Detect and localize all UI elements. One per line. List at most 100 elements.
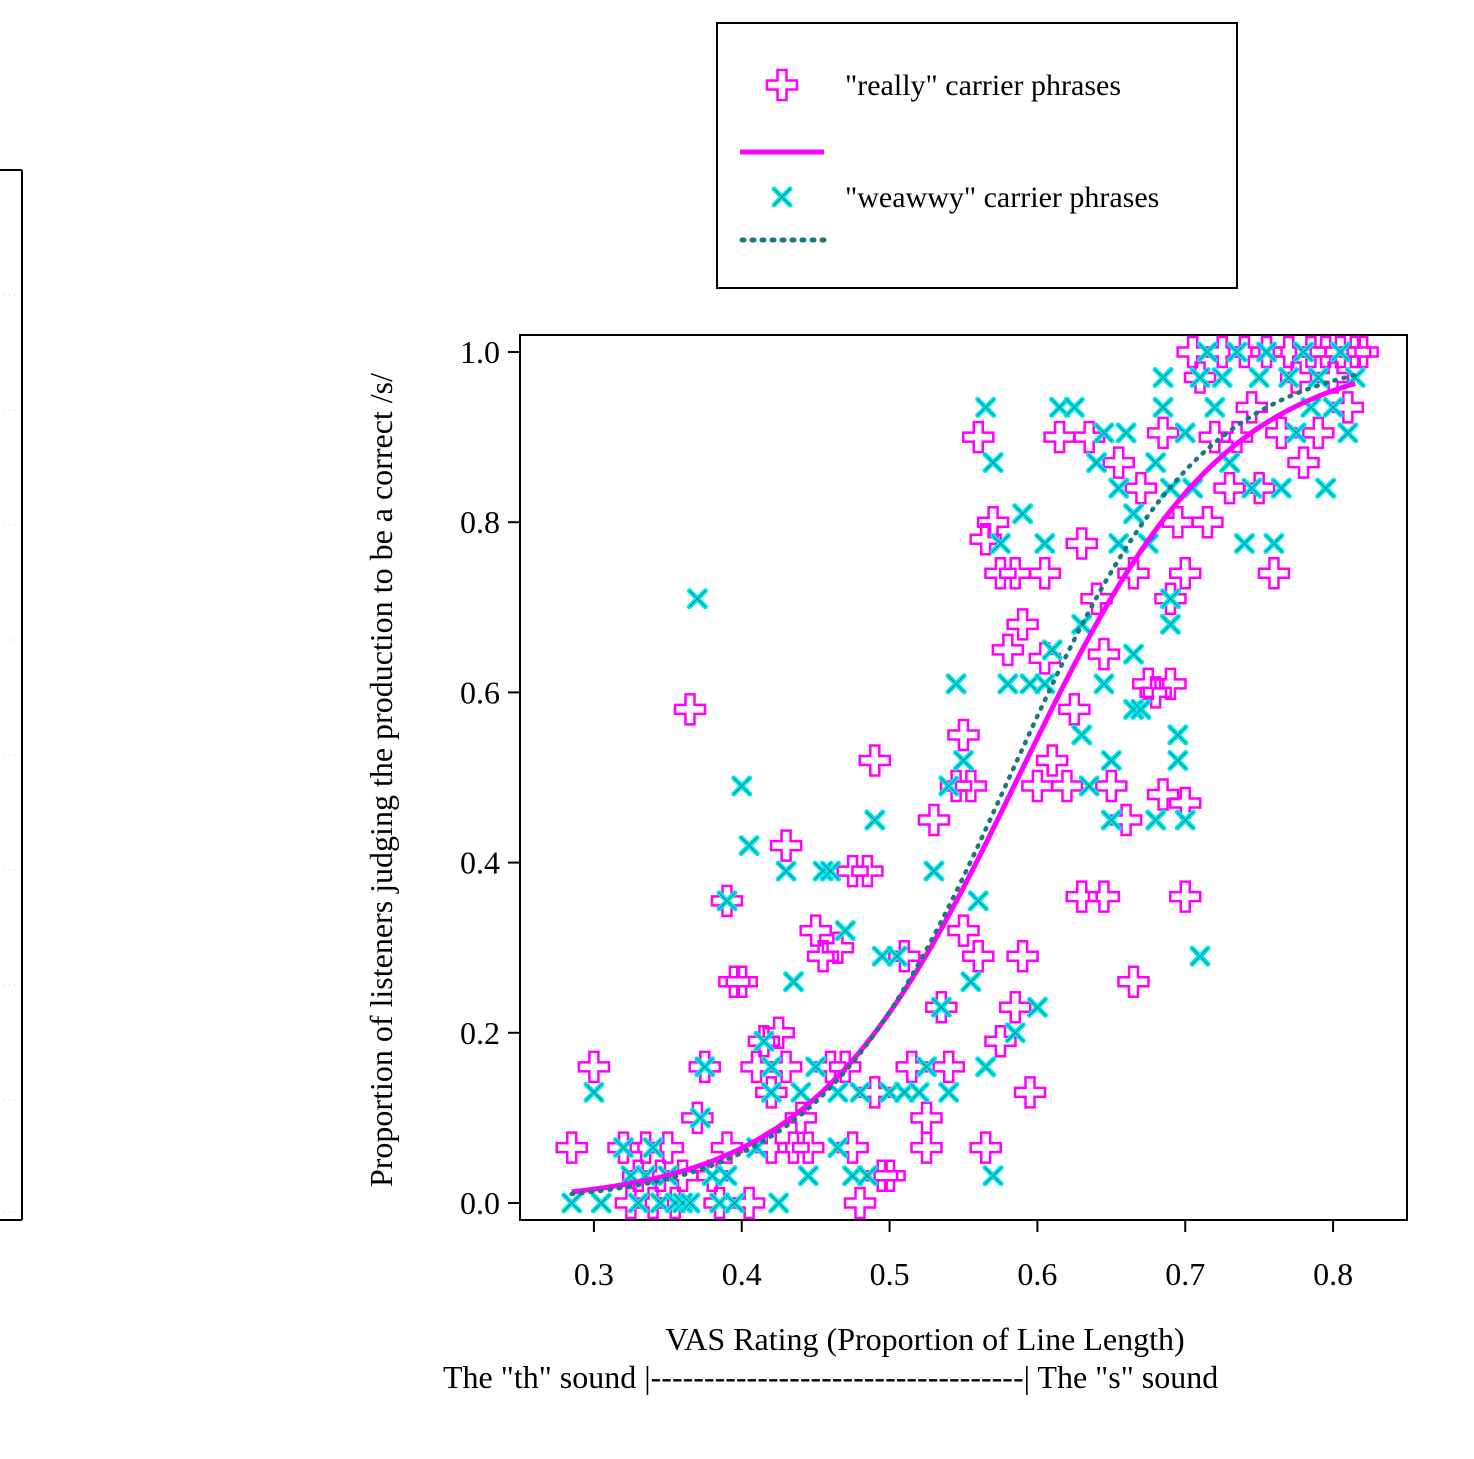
- x-marker-outline: [1235, 534, 1253, 552]
- x-marker-outline: [829, 1139, 847, 1157]
- x-marker-outline: [1095, 424, 1113, 442]
- data-point-weawwy: [1063, 396, 1085, 418]
- x-marker-outline: [888, 947, 906, 965]
- x-tick-label: 0.4: [722, 1256, 762, 1292]
- data-point-really: [962, 939, 995, 973]
- data-point-weawwy: [1167, 724, 1189, 746]
- x-marker-outline: [1065, 398, 1083, 416]
- data-point-really: [969, 1131, 1002, 1164]
- data-point-weawwy: [1263, 532, 1285, 554]
- x-marker-outline: [1095, 675, 1113, 693]
- y-axis-label: Proportion of listeners judging the prod…: [363, 373, 399, 1187]
- x-marker-outline: [1110, 534, 1128, 552]
- x-tick-label: 0.6: [1017, 1256, 1057, 1292]
- y-tick-label: 0.2: [460, 1015, 500, 1051]
- data-point-really: [1346, 335, 1379, 369]
- x-marker-outline: [696, 1058, 714, 1076]
- data-point-really: [858, 1076, 892, 1109]
- data-point-really: [1028, 557, 1062, 590]
- data-point-weawwy: [864, 809, 886, 831]
- x-marker-outline: [592, 1194, 610, 1212]
- x-marker-outline: [1125, 505, 1143, 523]
- data-point-weawwy: [1004, 1022, 1026, 1044]
- x-tick-label: 0.5: [870, 1256, 910, 1292]
- x-marker-outline: [940, 777, 958, 795]
- data-point-weawwy: [1204, 396, 1226, 418]
- data-point-really: [917, 803, 951, 837]
- x-marker-outline: [977, 1058, 995, 1076]
- x-marker-outline: [1161, 590, 1179, 608]
- data-point-weawwy: [1041, 639, 1063, 661]
- data-point-really: [1072, 420, 1106, 454]
- x-marker-outline: [1198, 343, 1216, 361]
- data-point-really: [1021, 769, 1054, 803]
- data-point-weawwy: [1233, 532, 1255, 554]
- x-marker-outline: [1176, 424, 1194, 442]
- data-point-weawwy: [694, 1056, 716, 1078]
- data-point-really: [1006, 939, 1039, 973]
- data-point-weawwy: [997, 673, 1019, 695]
- data-point-really: [1220, 420, 1254, 454]
- y-tick-label: 1.0: [460, 334, 500, 370]
- data-point-really: [991, 633, 1025, 667]
- data-point-weawwy: [649, 1192, 671, 1214]
- x-marker-outline: [1272, 479, 1290, 497]
- x-tick-label: 0.7: [1165, 1256, 1205, 1292]
- data-point-weawwy: [1270, 477, 1292, 499]
- x-marker-outline: [740, 837, 758, 855]
- data-point-really: [710, 1131, 744, 1164]
- data-point-weawwy: [1130, 698, 1152, 720]
- data-point-really: [577, 1050, 611, 1084]
- x-marker-outline: [1080, 777, 1098, 795]
- x-marker-outline: [1110, 479, 1128, 497]
- neighbor-panel-fragment: [0, 169, 23, 1221]
- data-point-weawwy: [975, 1056, 997, 1078]
- data-point-really: [1331, 391, 1365, 424]
- x-marker-outline: [691, 1109, 709, 1127]
- data-point-weawwy: [642, 1137, 664, 1159]
- fit-line-really: [571, 381, 1356, 1195]
- x-marker-outline: [955, 751, 972, 769]
- x-marker-outline: [1191, 947, 1209, 965]
- data-point-weawwy: [842, 1165, 864, 1187]
- data-point-weawwy: [930, 996, 952, 1018]
- y-axis: 0.0 0.2 0.4 0.6 0.8 1.0: [460, 334, 520, 1221]
- data-point-weawwy: [1026, 996, 1048, 1018]
- y-tick-label: 0.4: [460, 845, 500, 881]
- x-marker-outline: [807, 1058, 825, 1076]
- data-point-really: [873, 1159, 906, 1192]
- data-point-weawwy: [1100, 749, 1122, 771]
- x-marker-outline: [681, 1194, 699, 1212]
- data-point-weawwy: [849, 1081, 871, 1103]
- data-point-weawwy: [1322, 396, 1344, 418]
- data-point-really: [1213, 471, 1246, 505]
- x-marker-outline: [895, 1083, 913, 1101]
- data-point-weawwy: [760, 1081, 782, 1103]
- data-point-really: [1117, 965, 1150, 998]
- series-really: [555, 335, 1379, 1220]
- data-point-weawwy: [982, 1165, 1004, 1187]
- x-marker-outline: [770, 1194, 788, 1212]
- data-point-really: [962, 420, 995, 454]
- data-point-weawwy: [938, 775, 960, 797]
- x-marker-outline: [1147, 811, 1165, 829]
- data-point-really: [984, 1025, 1017, 1058]
- data-point-weawwy: [1293, 341, 1315, 363]
- x-marker-outline: [1088, 454, 1106, 472]
- x-marker-outline: [1161, 615, 1179, 633]
- data-point-weawwy: [886, 945, 908, 967]
- x-marker-outline: [1221, 454, 1239, 472]
- data-point-weawwy: [1278, 367, 1300, 389]
- x-axis-sublabel: The "th" sound |------------------------…: [443, 1359, 1218, 1395]
- data-point-weawwy: [738, 835, 760, 857]
- x-marker-outline: [563, 1194, 581, 1212]
- data-point-really: [1205, 335, 1239, 369]
- data-point-weawwy: [1108, 477, 1130, 499]
- data-point-weawwy: [805, 1056, 827, 1078]
- data-point-really: [1087, 637, 1121, 671]
- data-point-weawwy: [960, 971, 982, 993]
- data-point-weawwy: [701, 1165, 723, 1187]
- x-marker-outline: [622, 1167, 640, 1185]
- data-point-weawwy: [1285, 422, 1307, 444]
